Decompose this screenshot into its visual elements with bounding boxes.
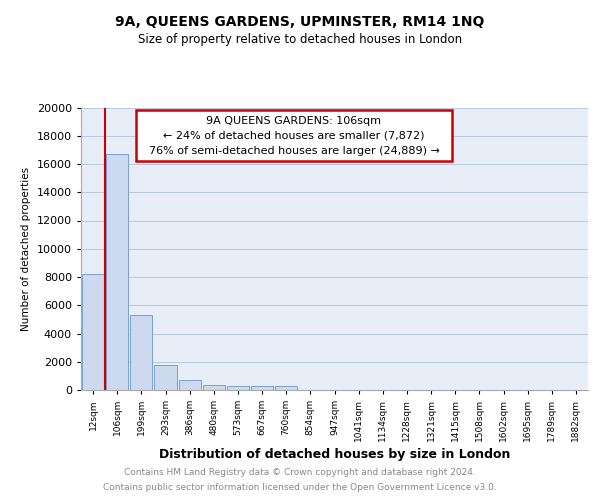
- Text: Contains public sector information licensed under the Open Government Licence v3: Contains public sector information licen…: [103, 483, 497, 492]
- Bar: [82, 274, 104, 390]
- Y-axis label: Number of detached properties: Number of detached properties: [21, 166, 31, 331]
- Bar: [154, 366, 176, 390]
- Bar: [106, 154, 128, 390]
- Text: Size of property relative to detached houses in London: Size of property relative to detached ho…: [138, 32, 462, 46]
- Text: Contains HM Land Registry data © Crown copyright and database right 2024.: Contains HM Land Registry data © Crown c…: [124, 468, 476, 477]
- Bar: [130, 315, 152, 390]
- Text: 9A QUEENS GARDENS: 106sqm  
  ← 24% of detached houses are smaller (7,872)  
  7: 9A QUEENS GARDENS: 106sqm ← 24% of detac…: [142, 116, 446, 156]
- Bar: [179, 380, 201, 390]
- X-axis label: Distribution of detached houses by size in London: Distribution of detached houses by size …: [159, 448, 510, 461]
- Bar: [227, 386, 249, 390]
- Bar: [275, 386, 298, 390]
- Text: 9A, QUEENS GARDENS, UPMINSTER, RM14 1NQ: 9A, QUEENS GARDENS, UPMINSTER, RM14 1NQ: [115, 16, 485, 30]
- Bar: [251, 386, 273, 390]
- Bar: [203, 386, 225, 390]
